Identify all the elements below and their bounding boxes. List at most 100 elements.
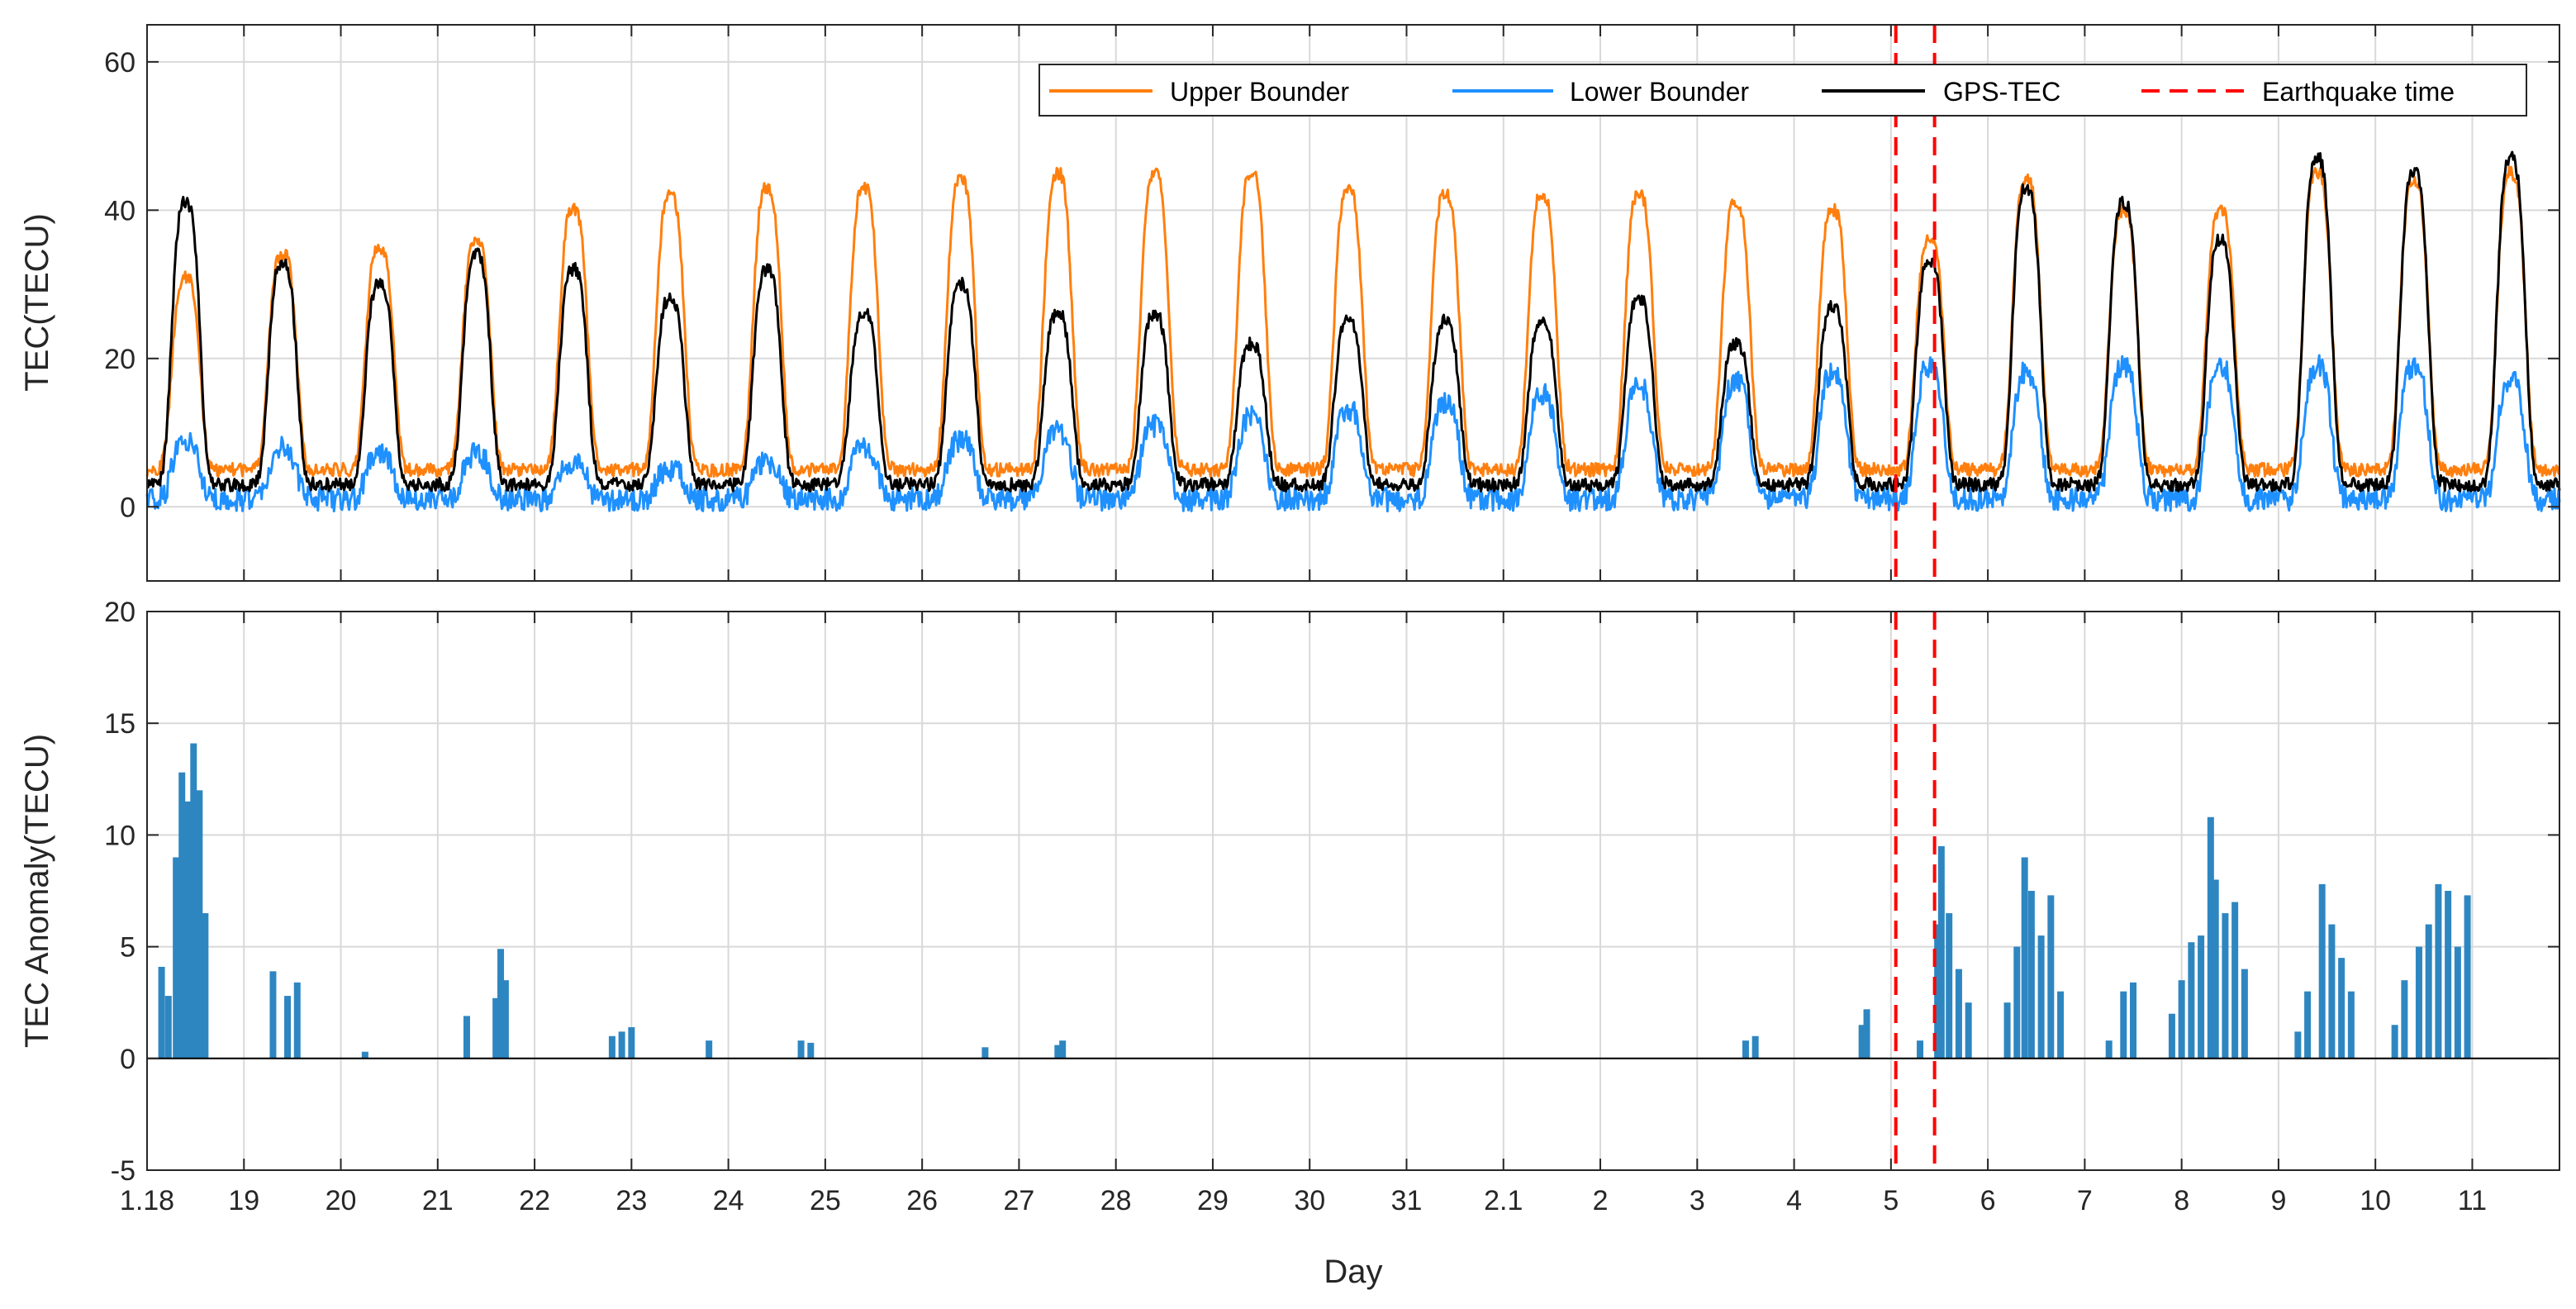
anomaly-bar-62 [2415,946,2422,1059]
x-tick-label-24: 11 [2458,1185,2487,1216]
anomaly-bar-56 [2318,883,2326,1059]
anomaly-bar-63 [2425,924,2432,1059]
x-tick-label-21: 8 [2174,1185,2189,1216]
anomaly-bar-22 [981,1047,989,1059]
anomaly-bar-45 [2168,1013,2175,1059]
top-ytick-label-3: 60 [104,47,135,79]
anomaly-bar-14 [497,949,505,1059]
anomaly-bar-29 [1917,1040,1924,1059]
anomaly-bar-18 [628,1026,635,1059]
anomaly-bar-54 [2294,1031,2302,1059]
anomaly-bar-40 [2047,895,2055,1059]
bottom-axes-box [146,611,2560,1171]
anomaly-bar-49 [2207,816,2214,1059]
bottom-ytick-label-4: 15 [104,708,135,740]
anomaly-bar-46 [2178,980,2185,1059]
x-tick-label-4: 22 [519,1185,550,1216]
anomaly-bar-31 [1937,845,1945,1059]
bottom-ytick-label-5: 20 [104,597,135,628]
anomaly-bar-66 [2454,946,2461,1059]
anomaly-bar-16 [608,1035,615,1059]
bottom-plot-area [147,612,2559,1170]
anomaly-bar-21 [807,1042,815,1059]
anomaly-bar-17 [618,1031,625,1059]
anomaly-bar-24 [1059,1040,1067,1059]
anomaly-bar-8 [269,971,277,1059]
anomaly-bar-9 [284,996,292,1059]
anomaly-bar-43 [2120,991,2127,1059]
anomaly-bar-55 [2304,991,2312,1059]
bottom-anomaly-bars [158,743,2471,1059]
anomaly-bar-5 [190,743,197,1059]
top-y-axis-label: TEC(TECU) [19,213,55,392]
x-tick-label-15: 2 [1593,1185,1609,1216]
x-tick-label-10: 28 [1100,1185,1132,1216]
series-line-lower-bounder [145,354,2561,513]
anomaly-bar-38 [2027,891,2035,1059]
top-plot-area [147,25,2559,581]
anomaly-bar-47 [2188,942,2195,1059]
anomaly-bar-25 [1742,1040,1749,1059]
anomaly-bar-50 [2212,879,2219,1059]
anomaly-bar-61 [2401,980,2408,1059]
anomaly-bar-53 [2241,969,2248,1059]
x-tick-label-5: 23 [615,1185,647,1216]
anomaly-bar-33 [1955,969,1962,1059]
anomaly-bar-57 [2328,924,2336,1059]
anomaly-bar-7 [202,913,209,1059]
anomaly-bar-19 [706,1040,713,1059]
anomaly-bar-3 [178,772,186,1059]
x-tick-label-11: 29 [1197,1185,1229,1216]
x-tick-label-22: 9 [2270,1185,2286,1216]
series-line-gps-tec [146,150,2561,493]
bottom-ytick-label-0: -5 [111,1155,135,1187]
anomaly-bar-27 [1858,1025,1865,1059]
top-y-ticks: 0 20 40 60 [104,47,2559,523]
anomaly-bar-64 [2435,883,2442,1059]
anomaly-bar-35 [2003,1002,2011,1059]
x-tick-label-19: 6 [1980,1185,1996,1216]
anomaly-bar-28 [1863,1009,1870,1059]
anomaly-bar-34 [1965,1002,1972,1059]
anomaly-bar-15 [501,980,509,1059]
anomaly-bar-1 [164,996,172,1059]
top-ytick-label-0: 0 [120,492,135,523]
x-tick-label-14: 2.1 [1484,1185,1523,1216]
x-tick-label-2: 20 [326,1185,357,1216]
x-tick-label-6: 24 [713,1185,744,1216]
anomaly-bar-60 [2391,1025,2398,1059]
legend-label-quake: Earthquake time [2262,77,2455,107]
x-tick-label-20: 7 [2077,1185,2093,1216]
anomaly-bar-23 [1054,1045,1062,1059]
anomaly-bar-48 [2198,935,2205,1059]
anomaly-bar-36 [2013,946,2021,1059]
top-series [145,150,2561,513]
anomaly-bar-30 [1934,924,1942,1059]
anomaly-bar-13 [492,997,500,1059]
x-axis-label: Day [1324,1254,1382,1290]
bottom-earthquake-lines [1894,612,1937,1170]
x-tick-label-16: 3 [1690,1185,1705,1216]
anomaly-bar-67 [2464,895,2471,1059]
anomaly-bar-6 [196,790,203,1059]
top-ytick-label-1: 20 [104,344,135,375]
x-tick-label-8: 26 [906,1185,938,1216]
legend: Upper Bounder Lower Bounder GPS-TEC Eart… [1038,64,2527,117]
anomaly-bar-37 [2021,857,2028,1059]
x-tick-label-18: 5 [1883,1185,1899,1216]
top-panel: 0 20 40 60 TEC(TECU) Upper Bounder Lower Bo… [19,24,2561,582]
anomaly-bar-39 [2037,935,2045,1059]
x-tick-label-0: 1.18 [120,1185,174,1216]
anomaly-bar-2 [173,857,180,1059]
top-earthquake-lines [1894,25,1937,581]
bottom-y-ticks: -5 0 5 10 15 20 [104,597,2559,1187]
x-tick-label-23: 10 [2360,1185,2391,1216]
x-tick-label-13: 31 [1391,1185,1423,1216]
anomaly-bar-4 [184,801,192,1059]
anomaly-bar-44 [2130,982,2137,1059]
anomaly-bar-10 [293,982,301,1059]
anomaly-bar-65 [2445,891,2452,1059]
top-ytick-label-2: 40 [104,195,135,226]
anomaly-bar-51 [2222,913,2229,1059]
